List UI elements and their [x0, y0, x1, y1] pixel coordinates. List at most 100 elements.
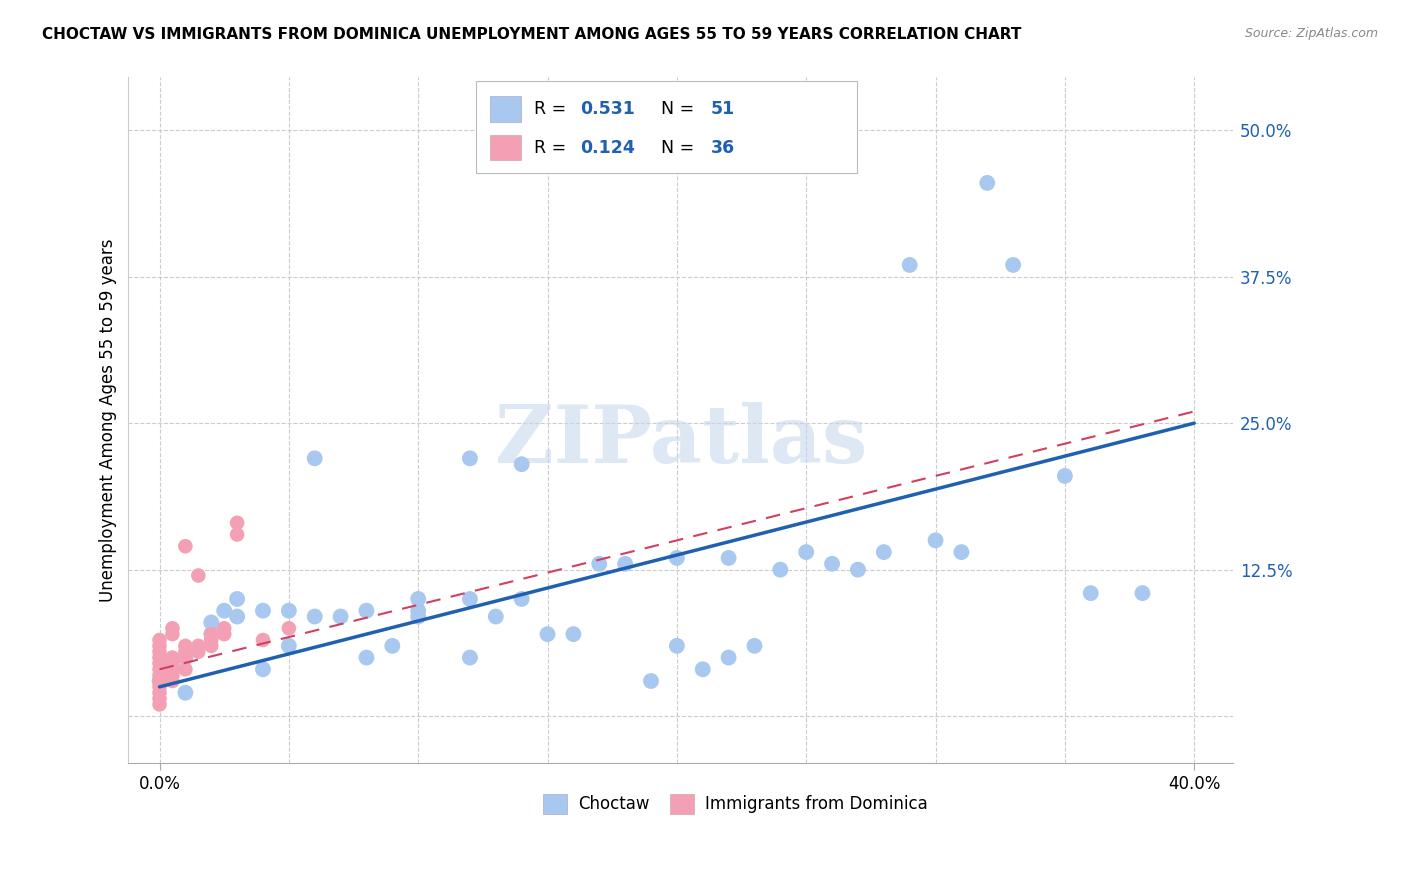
Point — [212, 604, 235, 618]
Text: 51: 51 — [710, 100, 735, 118]
Point — [200, 615, 222, 630]
Point — [148, 686, 170, 700]
Bar — [669, 794, 695, 814]
Point — [187, 645, 209, 659]
Point — [226, 609, 249, 624]
Point — [536, 627, 558, 641]
Point — [162, 621, 184, 635]
Point — [1080, 586, 1102, 600]
FancyBboxPatch shape — [477, 81, 858, 173]
Point — [174, 650, 197, 665]
Text: CHOCTAW VS IMMIGRANTS FROM DOMINICA UNEMPLOYMENT AMONG AGES 55 TO 59 YEARS CORRE: CHOCTAW VS IMMIGRANTS FROM DOMINICA UNEM… — [42, 27, 1022, 42]
Text: Source: ZipAtlas.com: Source: ZipAtlas.com — [1244, 27, 1378, 40]
Point — [924, 533, 946, 548]
Point — [162, 650, 184, 665]
Point — [212, 627, 235, 641]
Point — [640, 673, 662, 688]
Point — [665, 551, 688, 566]
Bar — [543, 794, 567, 814]
Point — [406, 609, 429, 624]
Point — [148, 680, 170, 694]
Point — [458, 650, 481, 665]
Point — [898, 258, 921, 272]
Point — [458, 591, 481, 606]
Point — [769, 563, 792, 577]
Point — [148, 650, 170, 665]
Point — [277, 621, 299, 635]
Point — [148, 673, 170, 688]
Point — [200, 632, 222, 647]
Point — [148, 632, 170, 647]
Point — [200, 627, 222, 641]
Point — [950, 545, 973, 559]
Point — [162, 657, 184, 671]
Point — [356, 650, 378, 665]
Text: 36: 36 — [710, 138, 735, 156]
Point — [665, 639, 688, 653]
Point — [873, 545, 896, 559]
Point — [510, 591, 533, 606]
Point — [821, 557, 844, 571]
Point — [148, 698, 170, 712]
Point — [485, 609, 508, 624]
Point — [187, 639, 209, 653]
Point — [226, 591, 249, 606]
Point — [277, 639, 299, 653]
Point — [226, 527, 249, 541]
Y-axis label: Unemployment Among Ages 55 to 59 years: Unemployment Among Ages 55 to 59 years — [100, 238, 117, 602]
Point — [174, 645, 197, 659]
Point — [356, 604, 378, 618]
Text: N =: N = — [661, 100, 700, 118]
Point — [744, 639, 766, 653]
Point — [614, 557, 637, 571]
Point — [717, 551, 740, 566]
Point — [277, 604, 299, 618]
Point — [252, 662, 274, 676]
Point — [200, 639, 222, 653]
Point — [406, 604, 429, 618]
Point — [174, 539, 197, 553]
Point — [148, 645, 170, 659]
Point — [162, 668, 184, 682]
Bar — [489, 95, 520, 121]
Point — [174, 639, 197, 653]
Point — [1053, 469, 1076, 483]
Point — [406, 591, 429, 606]
Text: 0.531: 0.531 — [581, 100, 636, 118]
Text: R =: R = — [534, 138, 572, 156]
Point — [148, 657, 170, 671]
Point — [148, 668, 170, 682]
Text: ZIPatlas: ZIPatlas — [495, 401, 868, 480]
Text: 0.124: 0.124 — [581, 138, 636, 156]
Point — [588, 557, 610, 571]
Point — [562, 627, 585, 641]
Point — [162, 627, 184, 641]
Point — [304, 609, 326, 624]
Point — [329, 609, 352, 624]
Point — [174, 650, 197, 665]
Point — [794, 545, 817, 559]
Point — [846, 563, 869, 577]
Point — [381, 639, 404, 653]
Point — [692, 662, 714, 676]
Point — [304, 451, 326, 466]
Point — [148, 673, 170, 688]
Point — [1132, 586, 1154, 600]
Point — [976, 176, 998, 190]
Point — [162, 673, 184, 688]
Point — [200, 627, 222, 641]
Bar — [489, 135, 520, 161]
Point — [717, 650, 740, 665]
Point — [510, 457, 533, 471]
Point — [148, 691, 170, 706]
Point — [1002, 258, 1025, 272]
Point — [162, 662, 184, 676]
Point — [174, 662, 197, 676]
Point — [187, 568, 209, 582]
Text: Choctaw: Choctaw — [578, 795, 650, 814]
Point — [174, 686, 197, 700]
Point — [226, 516, 249, 530]
Point — [458, 451, 481, 466]
Text: N =: N = — [661, 138, 700, 156]
Point — [252, 632, 274, 647]
